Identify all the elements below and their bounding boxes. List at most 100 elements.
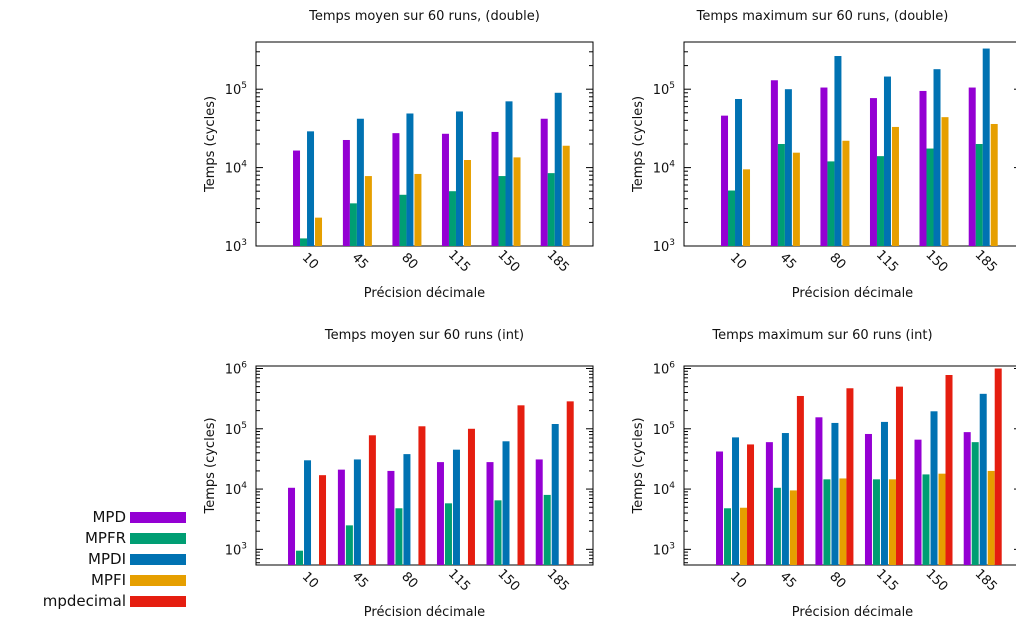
y-tick-label: 106 [653, 360, 676, 377]
bar-mpdi-185 [551, 424, 559, 565]
bar-mpfr-80 [399, 194, 407, 246]
bar-mpfr-115 [444, 503, 452, 565]
bar-mpfr-150 [494, 500, 502, 565]
x-axis-label: Précision décimale [792, 286, 913, 301]
bar-mpfi-45 [792, 152, 800, 246]
bar-mpd-150 [491, 131, 499, 246]
y-tick-label: 103 [653, 238, 675, 255]
legend-swatch [130, 596, 186, 607]
x-tick-label: 185 [972, 566, 1000, 594]
legend-item-mpfr: MPFR [0, 529, 190, 550]
bar-mpfr-115 [448, 191, 456, 246]
chart-title: Temps moyen sur 60 runs, (double) [308, 9, 540, 24]
bar-mpfi-10 [740, 507, 748, 565]
bar-mpfi-185 [562, 145, 570, 246]
bar-mpfr-185 [975, 144, 983, 246]
bar-mpfi-10 [743, 169, 751, 246]
bar-mpfi-80 [839, 478, 847, 565]
x-tick-label: 10 [727, 250, 749, 272]
bar-mpd-45 [770, 80, 778, 246]
bar-mpd-185 [968, 87, 976, 247]
chart-panel-4: Temps maximum sur 60 runs (int) 103 104 105… [631, 328, 1016, 620]
bar-mpfi-185 [987, 470, 995, 565]
bar-mpdi-150 [930, 411, 938, 565]
bar-mpfr-115 [876, 156, 884, 246]
bar-mpd-115 [869, 98, 877, 246]
bar-mpdi-115 [880, 421, 888, 565]
bar-mpfr-10 [728, 190, 736, 246]
bar-mpdecimal-115 [895, 386, 903, 565]
bar-mpfi-150 [513, 157, 521, 246]
y-axis-label: Temps (cycles) [203, 417, 218, 514]
bar-mpdi-115 [883, 76, 891, 247]
x-tick-label: 115 [873, 566, 901, 594]
bar-mpdi-80 [834, 56, 842, 247]
bar-mpd-45 [337, 469, 345, 565]
legend-label: MPD [92, 508, 126, 526]
bar-mpdecimal-10 [747, 444, 755, 565]
bar-mpdecimal-45 [368, 435, 376, 565]
bar-mpdi-115 [455, 111, 463, 246]
bar-mpfi-80 [414, 173, 422, 246]
y-tick-label: 105 [225, 81, 247, 98]
bar-mpfi-10 [315, 217, 323, 246]
legend-swatch [130, 575, 186, 586]
bar-mpdecimal-10 [319, 475, 327, 565]
bar-mpfi-115 [463, 160, 471, 246]
bar-mpdi-80 [831, 422, 839, 565]
bar-mpfr-150 [498, 176, 506, 246]
y-tick-label: 106 [225, 360, 248, 377]
x-tick-label: 45 [349, 250, 371, 272]
bar-mpfi-185 [990, 123, 998, 246]
bar-mpdi-45 [356, 118, 364, 246]
bar-mpdi-10 [732, 437, 740, 565]
bar-mpd-80 [820, 87, 828, 247]
bar-mpd-185 [963, 432, 971, 565]
x-axis-label: Précision décimale [364, 286, 485, 301]
bar-mpdecimal-185 [994, 368, 1002, 565]
bar-mpd-10 [288, 487, 296, 565]
chart-panel-1: Temps moyen sur 60 runs, (double) 103 104 1… [203, 9, 594, 301]
legend-swatch [130, 512, 186, 523]
bar-mpfr-80 [823, 479, 831, 565]
bar-mpfi-80 [842, 140, 850, 246]
x-tick-label: 185 [544, 566, 572, 594]
bar-mpfr-45 [345, 525, 353, 565]
bar-mpd-185 [540, 118, 548, 246]
bar-mpfi-115 [891, 126, 899, 246]
bar-mpd-10 [716, 451, 724, 565]
bar-mpfr-45 [349, 203, 357, 246]
x-tick-label: 45 [349, 569, 371, 591]
x-tick-label: 150 [494, 247, 522, 275]
bar-mpd-80 [387, 470, 395, 565]
bar-mpdecimal-45 [796, 395, 804, 565]
bar-mpfr-185 [547, 173, 555, 246]
chart-title: Temps maximum sur 60 runs (int) [711, 328, 932, 343]
bar-mpfi-115 [888, 479, 896, 565]
bar-mpd-10 [293, 150, 301, 246]
bar-mpd-115 [441, 133, 449, 246]
legend-label: MPFI [90, 571, 126, 589]
x-tick-label: 80 [398, 250, 420, 272]
x-tick-label: 150 [494, 566, 522, 594]
x-tick-label: 10 [727, 569, 749, 591]
bar-mpfr-115 [872, 479, 880, 565]
y-tick-label: 105 [653, 81, 675, 98]
bar-mpdecimal-115 [467, 428, 475, 565]
bar-mpd-115 [864, 433, 872, 565]
bar-mpdi-10 [304, 460, 312, 565]
chart-panel-2: Temps maximum sur 60 runs, (double) 103 10… [631, 9, 1016, 301]
chart-title: Temps moyen sur 60 runs (int) [324, 328, 524, 343]
bar-mpdi-150 [505, 101, 513, 246]
y-tick-label: 103 [225, 541, 247, 558]
x-tick-label: 45 [777, 250, 799, 272]
x-tick-label: 10 [299, 250, 321, 272]
y-tick-label: 103 [225, 238, 247, 255]
bar-mpd-45 [342, 139, 350, 246]
y-tick-label: 104 [653, 481, 676, 498]
bar-mpdi-185 [982, 48, 990, 247]
bar-mpfi-45 [789, 490, 797, 565]
x-tick-label: 45 [777, 569, 799, 591]
bar-mpd-150 [919, 90, 927, 247]
